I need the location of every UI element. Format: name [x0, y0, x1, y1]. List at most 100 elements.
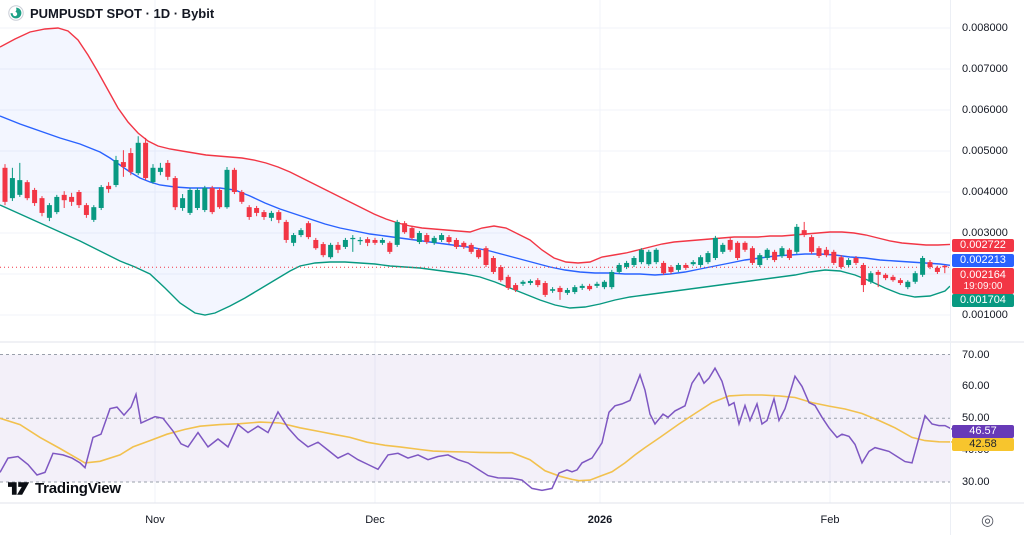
- candle: [764, 248, 770, 261]
- candle: [254, 205, 260, 217]
- candle: [801, 221, 807, 238]
- candle: [313, 237, 319, 250]
- candle: [557, 285, 563, 300]
- gridlines: [0, 0, 950, 503]
- rsi-line: [0, 366, 953, 492]
- candle: [54, 194, 60, 215]
- candle: [542, 280, 548, 297]
- candle: [853, 255, 859, 265]
- candle: [513, 283, 519, 293]
- price-axis-tick: 0.008000: [962, 22, 1008, 34]
- candle: [883, 273, 889, 281]
- candle: [683, 262, 689, 270]
- candle: [431, 235, 437, 245]
- candle: [409, 226, 415, 240]
- candle: [498, 264, 504, 282]
- candle: [209, 185, 215, 215]
- candle: [416, 230, 422, 245]
- candle: [942, 264, 948, 274]
- rsi-axis-tick: 50.00: [962, 412, 990, 425]
- candle: [823, 246, 829, 258]
- candle: [91, 205, 97, 222]
- symbol-title: PUMPUSDT SPOT · 1D · Bybit: [30, 5, 215, 21]
- time-axis-label: Nov: [145, 514, 165, 526]
- candle: [217, 187, 223, 209]
- candle: [357, 237, 363, 245]
- candle: [638, 248, 644, 265]
- candle: [32, 187, 38, 206]
- candle: [920, 255, 926, 277]
- candle: [157, 162, 163, 176]
- candle: [46, 203, 52, 222]
- rsi-ma-line: [0, 394, 953, 482]
- candle: [165, 160, 171, 181]
- candle: [350, 235, 356, 252]
- candle: [490, 255, 496, 274]
- bollinger-bands: [0, 27, 951, 316]
- candle: [9, 167, 15, 202]
- candle: [424, 233, 430, 245]
- candle: [809, 235, 815, 254]
- candle: [39, 196, 45, 217]
- candle: [24, 180, 30, 201]
- tradingview-logo[interactable]: TradingView: [8, 480, 121, 497]
- candle: [342, 237, 348, 249]
- candle: [239, 189, 245, 204]
- candle: [483, 246, 489, 268]
- timezone-icon[interactable]: ◎: [981, 512, 995, 529]
- candle: [846, 258, 852, 268]
- candle: [690, 260, 696, 266]
- candle: [816, 246, 822, 259]
- candle: [661, 260, 667, 275]
- rsi-axis-tick: 60.00: [962, 380, 990, 393]
- last-price-value: 0.002164: [960, 269, 1006, 281]
- candle: [76, 189, 82, 208]
- candle: [527, 279, 533, 286]
- candle: [757, 253, 763, 268]
- candle: [143, 137, 149, 181]
- candlestick-series: [2, 136, 948, 300]
- candle: [927, 260, 933, 270]
- tradingview-wordmark: TradingView: [35, 480, 121, 497]
- bollinger-lower-line: [0, 204, 951, 316]
- candle: [890, 274, 896, 282]
- candle: [439, 233, 445, 243]
- symbol-header[interactable]: PUMPUSDT SPOT · 1D · Bybit: [8, 5, 214, 21]
- lower-band-price-badge: 0.001704: [952, 294, 1014, 307]
- price-axis-tick: 0.004000: [962, 186, 1008, 198]
- candle: [224, 166, 230, 209]
- candle: [453, 237, 459, 249]
- candle: [609, 269, 615, 290]
- candle: [283, 219, 289, 243]
- candle: [394, 219, 400, 247]
- price-axis-tick: 0.007000: [962, 63, 1008, 75]
- candle: [106, 182, 112, 193]
- candle: [535, 278, 541, 288]
- candle: [328, 242, 334, 259]
- candle: [860, 262, 866, 293]
- candle: [550, 287, 556, 293]
- candle: [231, 167, 237, 195]
- candle: [668, 264, 674, 274]
- candle: [2, 164, 8, 206]
- candle: [298, 228, 304, 238]
- price-axis-tick: 0.001000: [962, 309, 1008, 321]
- candle: [749, 246, 755, 265]
- rsi-panel: [0, 354, 953, 492]
- rsi-value-badge: 46.57: [952, 425, 1014, 438]
- candle: [616, 262, 622, 274]
- candle: [579, 283, 585, 290]
- candle: [128, 148, 134, 176]
- candle: [653, 248, 659, 265]
- candle: [446, 235, 452, 245]
- time-axis-label: Feb: [820, 514, 840, 526]
- candle: [372, 237, 378, 245]
- candle: [712, 235, 718, 261]
- candle: [646, 249, 652, 266]
- candle: [320, 242, 326, 258]
- candle: [194, 187, 200, 211]
- candle: [772, 249, 778, 263]
- candle: [572, 285, 578, 295]
- tradingview-logo-icon: [8, 481, 30, 496]
